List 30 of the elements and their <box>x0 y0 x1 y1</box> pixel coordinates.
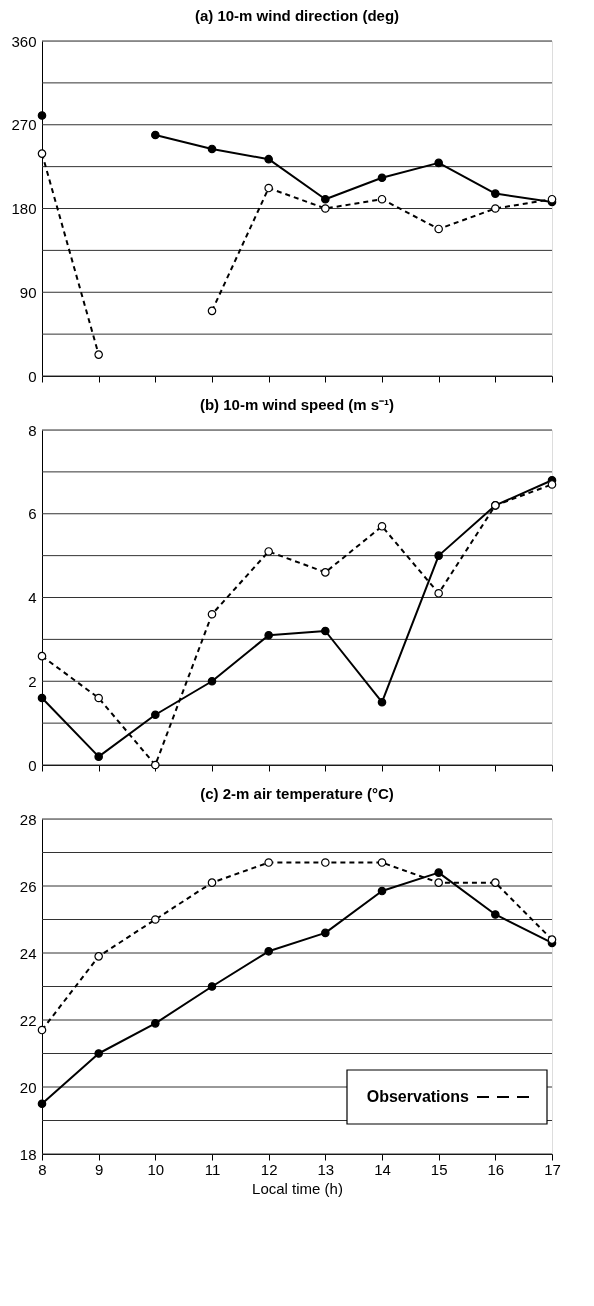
chart-title: (c) 2-m air temperature (°C) <box>200 785 394 802</box>
y-tick-label: 90 <box>19 283 37 301</box>
y-tick-label: 360 <box>11 32 37 50</box>
x-tick-label: 9 <box>94 1160 104 1178</box>
y-tick-label: 2 <box>28 672 37 690</box>
x-tick-label: 17 <box>544 1160 561 1178</box>
y-tick-label: 0 <box>28 756 37 774</box>
chart-title: (b) 10-m wind speed (m s⁻¹) <box>199 396 395 413</box>
y-tick-label: 270 <box>11 116 37 134</box>
x-tick-label: 15 <box>430 1160 448 1178</box>
x-tick-label: 13 <box>317 1160 335 1178</box>
y-tick-label: 8 <box>28 421 37 439</box>
x-tick-label: 11 <box>204 1160 221 1178</box>
x-tick-label: 14 <box>374 1160 391 1178</box>
chart-title: (a) 10-m wind direction (deg) <box>194 7 400 24</box>
y-tick-label: 18 <box>19 1145 37 1163</box>
y-tick-label: 24 <box>19 944 37 962</box>
y-tick-label: 4 <box>28 589 37 606</box>
y-tick-label: 28 <box>19 810 37 828</box>
y-tick-label: 0 <box>28 367 37 385</box>
y-tick-label: 180 <box>11 200 37 217</box>
y-tick-label: 6 <box>28 505 37 523</box>
x-axis-title: Local time (h) <box>252 1179 343 1197</box>
y-tick-label: 20 <box>19 1078 37 1096</box>
x-tick-label: 10 <box>147 1160 165 1178</box>
x-tick-label: 12 <box>260 1160 278 1178</box>
x-tick-label: 16 <box>487 1160 505 1178</box>
y-tick-label: 26 <box>19 877 37 895</box>
legend-label: Observations <box>366 1088 470 1105</box>
y-tick-label: 22 <box>19 1011 37 1029</box>
